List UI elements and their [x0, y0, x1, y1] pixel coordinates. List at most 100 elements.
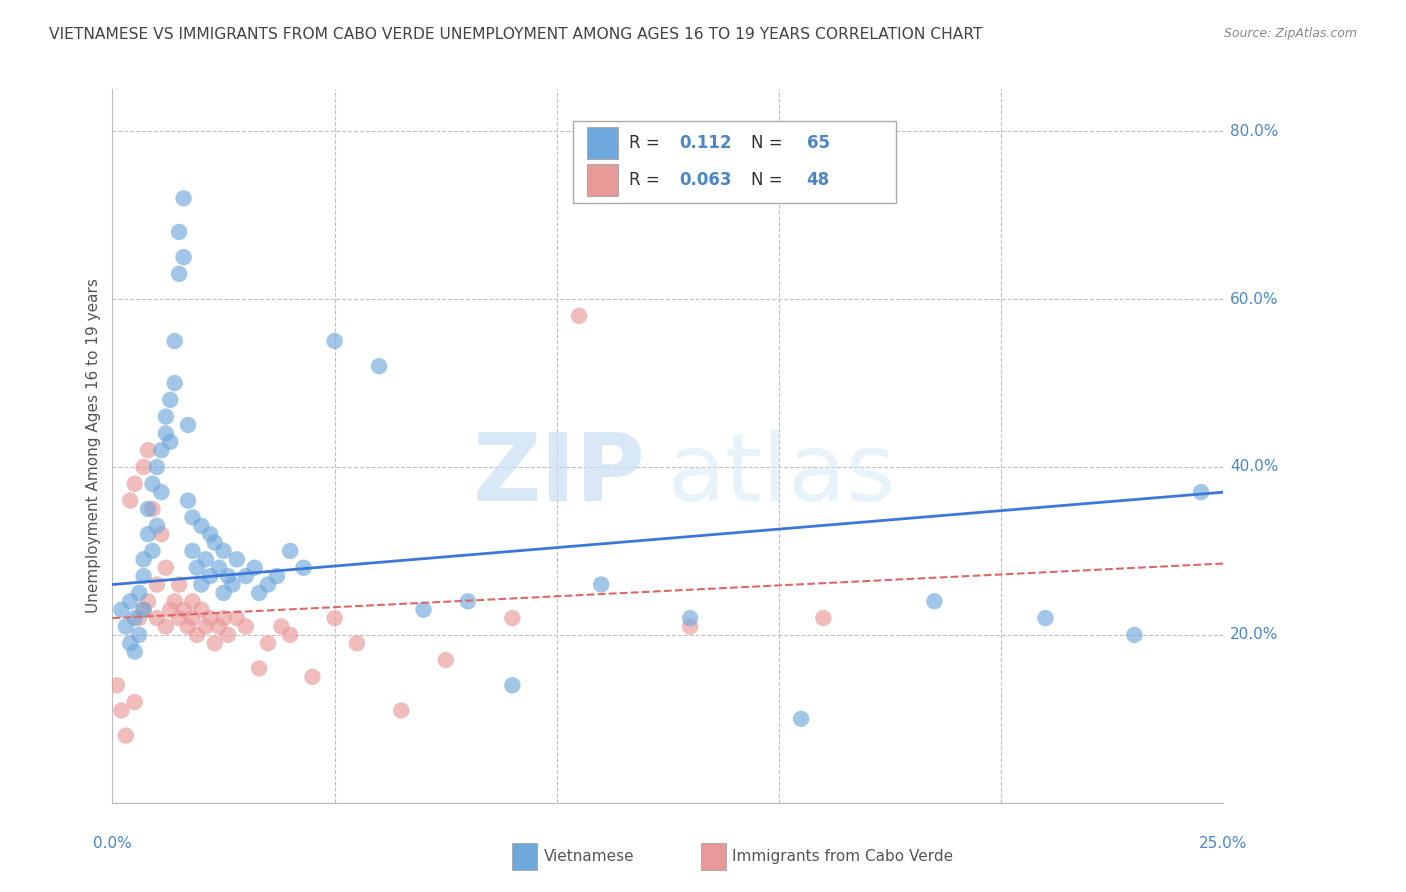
Point — [679, 619, 702, 633]
Point — [155, 426, 177, 441]
FancyBboxPatch shape — [512, 843, 537, 870]
Point — [132, 603, 155, 617]
Point — [114, 729, 136, 743]
Point — [301, 670, 323, 684]
Point — [186, 628, 208, 642]
Text: R =: R = — [628, 134, 665, 152]
Point — [146, 518, 169, 533]
Point — [204, 535, 226, 549]
Point — [217, 569, 239, 583]
Point — [412, 603, 434, 617]
Point — [200, 569, 222, 583]
Point — [173, 603, 195, 617]
Point — [813, 611, 835, 625]
Text: N =: N = — [751, 171, 787, 189]
Point — [150, 443, 173, 458]
Point — [225, 611, 247, 625]
Point — [146, 577, 169, 591]
Point — [208, 619, 231, 633]
Point — [217, 628, 239, 642]
Text: 40.0%: 40.0% — [1230, 459, 1278, 475]
Text: ZIP: ZIP — [472, 428, 645, 521]
Text: 0.112: 0.112 — [679, 134, 731, 152]
Text: 25.0%: 25.0% — [1199, 837, 1247, 851]
Point — [177, 417, 200, 432]
Point — [190, 518, 212, 533]
Point — [136, 502, 159, 516]
Point — [173, 191, 195, 205]
Text: Source: ZipAtlas.com: Source: ZipAtlas.com — [1223, 27, 1357, 40]
Text: 48: 48 — [807, 171, 830, 189]
Point — [124, 645, 146, 659]
Text: 60.0%: 60.0% — [1230, 292, 1278, 307]
Point — [1189, 485, 1212, 500]
Point — [155, 409, 177, 424]
Point — [243, 560, 266, 574]
Point — [105, 678, 128, 692]
Point — [120, 493, 142, 508]
Point — [114, 619, 136, 633]
Point — [124, 476, 146, 491]
Point — [128, 611, 150, 625]
FancyBboxPatch shape — [702, 843, 725, 870]
Point — [128, 586, 150, 600]
Point — [1123, 628, 1146, 642]
Point — [163, 334, 186, 348]
Point — [346, 636, 368, 650]
Point — [124, 695, 146, 709]
Point — [167, 225, 190, 239]
Point — [155, 619, 177, 633]
Point — [190, 577, 212, 591]
Point — [212, 586, 235, 600]
Point — [208, 560, 231, 574]
Text: Vietnamese: Vietnamese — [544, 849, 634, 863]
Text: 20.0%: 20.0% — [1230, 627, 1278, 642]
Point — [150, 527, 173, 541]
Text: 0.063: 0.063 — [679, 171, 731, 189]
Text: Immigrants from Cabo Verde: Immigrants from Cabo Verde — [733, 849, 953, 863]
Point — [221, 577, 243, 591]
Point — [292, 560, 315, 574]
Point — [247, 661, 270, 675]
Point — [501, 678, 523, 692]
Y-axis label: Unemployment Among Ages 16 to 19 years: Unemployment Among Ages 16 to 19 years — [86, 278, 101, 614]
Point — [212, 544, 235, 558]
Point — [141, 502, 163, 516]
Point — [568, 309, 591, 323]
Point — [159, 603, 181, 617]
Point — [110, 703, 132, 717]
Point — [141, 544, 163, 558]
Text: R =: R = — [628, 171, 665, 189]
FancyBboxPatch shape — [574, 121, 896, 203]
Point — [266, 569, 288, 583]
Point — [181, 544, 204, 558]
Point — [136, 594, 159, 608]
Point — [141, 476, 163, 491]
Text: 80.0%: 80.0% — [1230, 124, 1278, 138]
Point — [163, 376, 186, 390]
Point — [167, 577, 190, 591]
Point — [501, 611, 523, 625]
Point — [120, 594, 142, 608]
Point — [212, 611, 235, 625]
Point — [225, 552, 247, 566]
Point — [146, 460, 169, 475]
Point — [591, 577, 613, 591]
Point — [368, 359, 391, 374]
Point — [181, 510, 204, 524]
Point — [163, 594, 186, 608]
Point — [167, 611, 190, 625]
Point — [159, 434, 181, 449]
Point — [457, 594, 479, 608]
Point — [155, 560, 177, 574]
Point — [790, 712, 813, 726]
Point — [278, 628, 301, 642]
Point — [177, 493, 200, 508]
Point — [177, 619, 200, 633]
Point — [235, 619, 257, 633]
Point — [167, 267, 190, 281]
Text: atlas: atlas — [668, 428, 896, 521]
Text: N =: N = — [751, 134, 787, 152]
Point — [200, 611, 222, 625]
Point — [146, 611, 169, 625]
